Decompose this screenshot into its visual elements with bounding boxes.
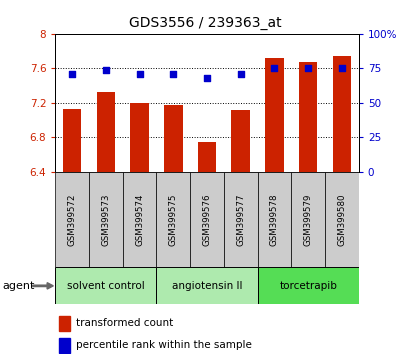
Point <box>270 65 277 71</box>
Bar <box>257 267 358 304</box>
Text: agent: agent <box>2 281 34 291</box>
Bar <box>190 172 223 267</box>
Text: GDS3556 / 239363_at: GDS3556 / 239363_at <box>128 16 281 30</box>
Bar <box>164 105 182 172</box>
Bar <box>55 267 156 304</box>
Text: GSM399579: GSM399579 <box>303 193 312 246</box>
Text: GSM399574: GSM399574 <box>135 193 144 246</box>
Bar <box>89 172 122 267</box>
Text: torcetrapib: torcetrapib <box>279 281 336 291</box>
Bar <box>298 62 317 172</box>
Bar <box>55 172 89 267</box>
Bar <box>332 56 350 172</box>
Text: GSM399575: GSM399575 <box>169 193 178 246</box>
Bar <box>291 172 324 267</box>
Bar <box>156 267 257 304</box>
Bar <box>257 172 291 267</box>
Bar <box>63 109 81 172</box>
Bar <box>97 92 115 172</box>
Point <box>304 65 311 71</box>
Bar <box>197 142 216 172</box>
Bar <box>223 172 257 267</box>
Bar <box>156 172 190 267</box>
Point <box>69 71 75 76</box>
Text: percentile rank within the sample: percentile rank within the sample <box>76 340 251 350</box>
Text: GSM399573: GSM399573 <box>101 193 110 246</box>
Text: GSM399578: GSM399578 <box>269 193 278 246</box>
Point <box>102 67 109 72</box>
Bar <box>231 110 249 172</box>
Text: angiotensin II: angiotensin II <box>171 281 242 291</box>
Bar <box>59 338 70 353</box>
Text: solvent control: solvent control <box>67 281 144 291</box>
Point <box>170 71 176 76</box>
Bar <box>122 172 156 267</box>
Text: GSM399572: GSM399572 <box>67 193 76 246</box>
Text: GSM399580: GSM399580 <box>337 193 346 246</box>
Text: GSM399577: GSM399577 <box>236 193 245 246</box>
Bar <box>324 172 358 267</box>
Point <box>237 71 243 76</box>
Bar <box>130 103 148 172</box>
Bar <box>265 58 283 172</box>
Point <box>203 75 210 81</box>
Point <box>338 65 344 71</box>
Text: transformed count: transformed count <box>76 318 173 328</box>
Point <box>136 71 143 76</box>
Bar <box>59 316 70 331</box>
Text: GSM399576: GSM399576 <box>202 193 211 246</box>
